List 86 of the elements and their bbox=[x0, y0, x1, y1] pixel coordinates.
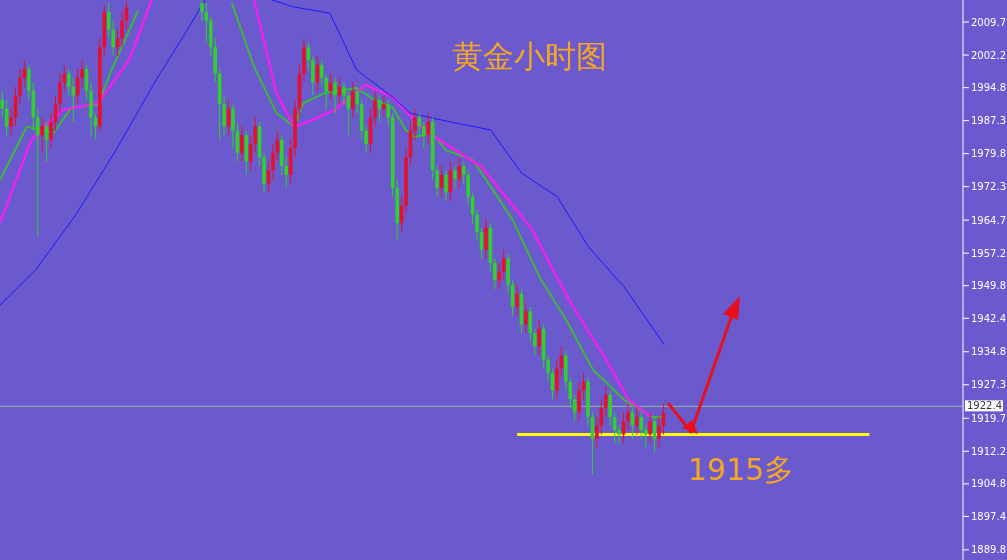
candlestick bbox=[351, 81, 355, 119]
candlestick bbox=[413, 108, 417, 141]
candlestick bbox=[643, 425, 648, 449]
candlestick bbox=[319, 59, 324, 88]
candlestick bbox=[639, 412, 644, 440]
line-series bbox=[0, 0, 206, 306]
y-tick-label: 1994.8 bbox=[971, 82, 1006, 94]
y-tick-label: 1964.7 bbox=[971, 214, 1006, 226]
candlestick bbox=[444, 169, 448, 202]
candlestick bbox=[435, 165, 439, 198]
ref-line-label: 1922.4 bbox=[967, 400, 1002, 412]
y-tick-label: 1972.3 bbox=[971, 181, 1006, 193]
candlestick bbox=[240, 125, 244, 163]
candlestick bbox=[461, 161, 466, 185]
candlestick bbox=[342, 81, 346, 105]
y-tick-label: 1987.3 bbox=[971, 115, 1006, 127]
candlestick bbox=[648, 412, 652, 444]
candlestick bbox=[422, 121, 426, 149]
candlestick bbox=[333, 77, 337, 114]
candlestick bbox=[617, 425, 621, 444]
y-tick-label: 1927.3 bbox=[971, 379, 1006, 391]
candlestick bbox=[49, 112, 53, 149]
candlestick bbox=[595, 416, 599, 449]
candlestick bbox=[453, 165, 457, 189]
candlestick bbox=[364, 125, 368, 154]
y-tick-label: 1904.8 bbox=[971, 478, 1006, 490]
y-tick-label: 2009.7 bbox=[971, 16, 1006, 28]
candlestick bbox=[577, 381, 581, 422]
candlestick bbox=[71, 77, 76, 123]
y-tick-label: 1919.7 bbox=[971, 412, 1006, 424]
candlestick bbox=[253, 117, 257, 154]
y-tick-label: 1949.8 bbox=[971, 280, 1006, 292]
candlestick bbox=[0, 90, 5, 119]
line-series bbox=[0, 9, 140, 182]
candlestick bbox=[231, 103, 235, 149]
y-tick-label: 1942.4 bbox=[971, 312, 1006, 324]
y-tick-label: 1957.2 bbox=[971, 247, 1006, 259]
candlestick bbox=[284, 156, 289, 189]
candlestick bbox=[9, 108, 13, 136]
y-tick-label: 1979.8 bbox=[971, 148, 1006, 160]
y-tick-label: 1934.8 bbox=[971, 346, 1006, 358]
candlestick bbox=[537, 319, 541, 356]
annotation: 1915多 bbox=[688, 451, 795, 489]
candlestick bbox=[18, 68, 22, 105]
candlestick bbox=[426, 112, 431, 145]
y-tick-label: 1897.4 bbox=[971, 510, 1006, 522]
candlestick bbox=[27, 64, 31, 101]
candlestick bbox=[484, 218, 488, 259]
candlestick bbox=[568, 376, 573, 409]
candlestick bbox=[58, 73, 62, 114]
candlestick bbox=[106, 2, 111, 39]
candlestick bbox=[524, 301, 528, 334]
candlestick bbox=[608, 390, 612, 427]
candlestick bbox=[626, 403, 630, 431]
candlestick bbox=[271, 143, 275, 180]
candlestick bbox=[222, 95, 226, 136]
candlestick bbox=[200, 0, 204, 22]
candlestick bbox=[657, 416, 661, 449]
candlestick bbox=[80, 59, 84, 88]
candlestick bbox=[248, 134, 253, 171]
candlestick bbox=[515, 284, 519, 317]
line-series bbox=[0, 0, 153, 225]
y-tick-label: 1889.8 bbox=[971, 544, 1006, 556]
candlestick bbox=[111, 20, 115, 57]
candlestick bbox=[532, 328, 537, 356]
candlestick bbox=[35, 108, 40, 237]
y-tick-label: 2002.2 bbox=[971, 49, 1006, 61]
candlestick bbox=[497, 262, 502, 290]
candlestick bbox=[475, 209, 479, 242]
candlestick bbox=[373, 90, 377, 127]
candlestick bbox=[555, 359, 559, 400]
line-series bbox=[271, 0, 665, 346]
candlestick bbox=[311, 55, 315, 97]
candlestick bbox=[603, 385, 608, 418]
candlestick bbox=[66, 68, 71, 97]
candlestick bbox=[324, 73, 328, 110]
candlestick bbox=[635, 407, 639, 436]
candlestick bbox=[546, 354, 550, 383]
candlestick bbox=[120, 11, 124, 48]
candlestick bbox=[466, 169, 470, 207]
candlestick bbox=[493, 257, 497, 290]
y-tick-label: 1912.2 bbox=[971, 445, 1006, 457]
candlestick bbox=[382, 95, 386, 119]
text: 黄金小时图 bbox=[452, 37, 607, 76]
candlestick bbox=[355, 86, 360, 114]
candlestick bbox=[40, 117, 44, 154]
